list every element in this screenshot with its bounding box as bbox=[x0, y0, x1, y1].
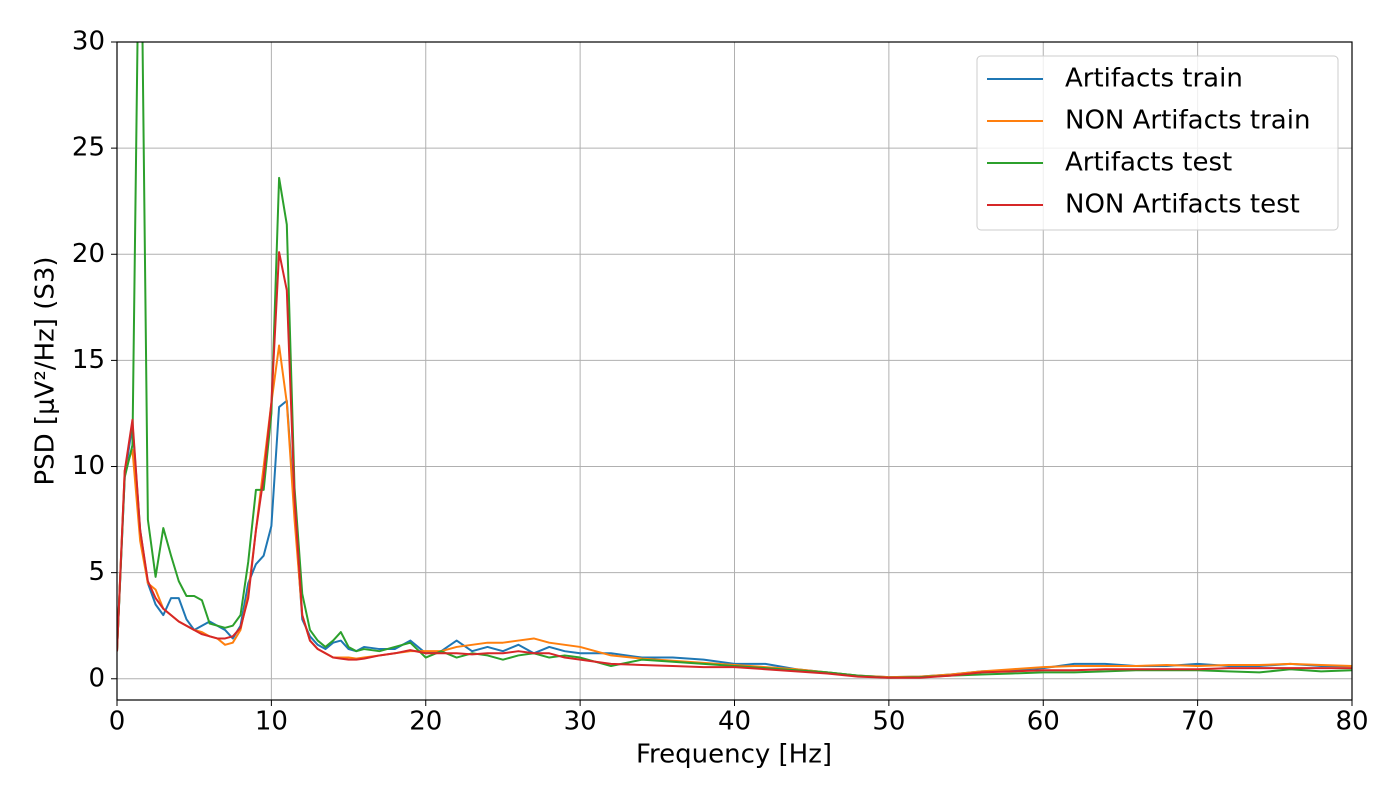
plot-frame bbox=[116, 41, 1353, 701]
y-tick-label: 30 bbox=[72, 27, 105, 57]
y-tick-label: 5 bbox=[88, 557, 105, 587]
x-tick-label: 20 bbox=[409, 707, 442, 737]
legend-label: Artifacts test bbox=[1065, 148, 1232, 178]
x-tick-label: 0 bbox=[109, 707, 126, 737]
y-tick-label: 20 bbox=[72, 239, 105, 269]
x-axis-label: Frequency [Hz] bbox=[636, 740, 832, 770]
x-tick-label: 50 bbox=[872, 707, 905, 737]
x-tick-label: 80 bbox=[1335, 707, 1368, 737]
x-tick-label: 30 bbox=[564, 707, 597, 737]
x-tick-label: 40 bbox=[718, 707, 751, 737]
legend-label: NON Artifacts test bbox=[1065, 190, 1300, 220]
y-tick-label: 10 bbox=[72, 451, 105, 481]
y-tick-label: 25 bbox=[72, 133, 105, 163]
y-tick-label: 15 bbox=[72, 345, 105, 375]
y-tick-label: 0 bbox=[88, 663, 105, 693]
plot-lines bbox=[117, 42, 1352, 679]
legend-label: Artifacts train bbox=[1065, 64, 1243, 94]
series-line bbox=[117, 251, 1352, 679]
legend-label: NON Artifacts train bbox=[1065, 106, 1310, 136]
y-axis-label: PSD [μV²/Hz] (S3) bbox=[31, 256, 61, 485]
legend-box bbox=[976, 55, 1339, 231]
series-line bbox=[117, 42, 1352, 679]
x-tick-label: 60 bbox=[1027, 707, 1060, 737]
x-tick-label: 70 bbox=[1181, 707, 1214, 737]
x-tick-label: 10 bbox=[255, 707, 288, 737]
